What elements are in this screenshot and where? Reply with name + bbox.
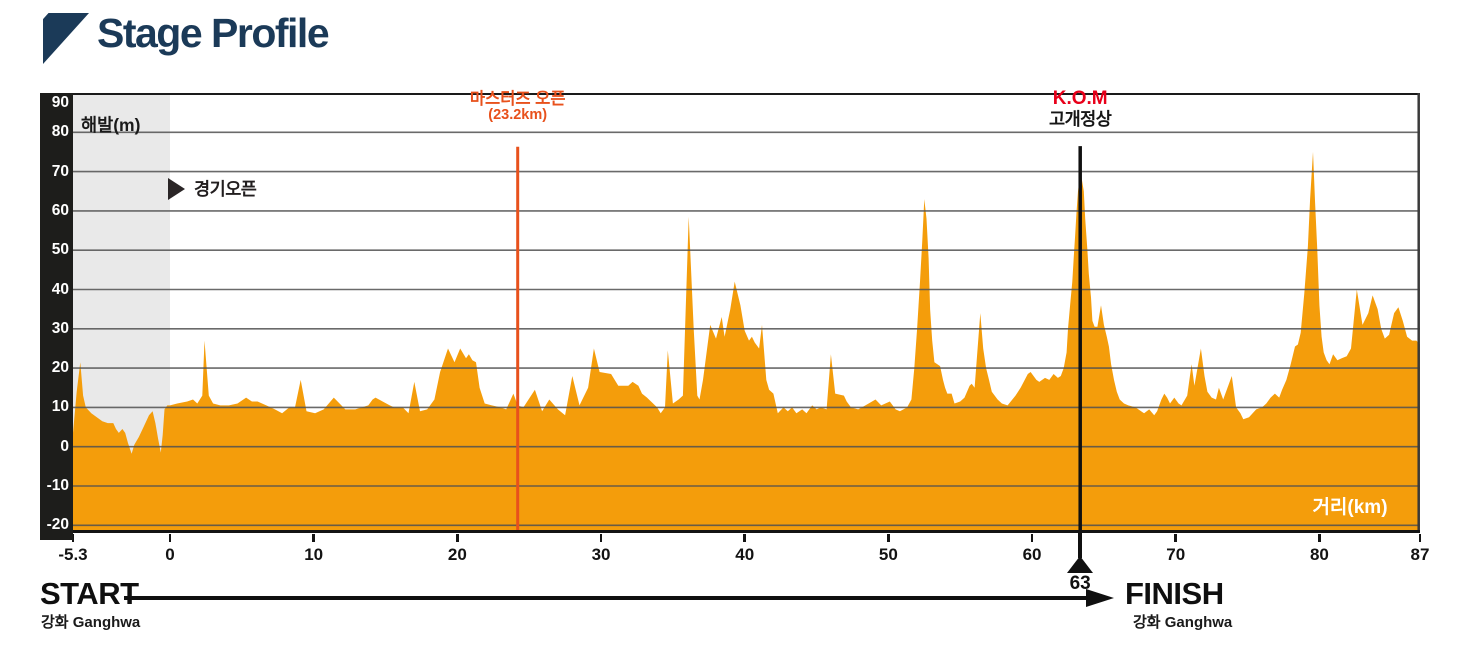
x-tick-mark [887, 534, 890, 542]
flag-icon [43, 13, 89, 64]
x-tick-label: 60 [1022, 545, 1042, 564]
y-tick-label: 10 [51, 398, 69, 416]
x-axis-title: 거리(km) [1312, 497, 1388, 518]
route-arrow-line [124, 596, 1086, 600]
x-tick-label: 80 [1309, 545, 1329, 564]
kom-subtitle: 고개정상 [1048, 108, 1112, 129]
x-tick-label: 30 [591, 545, 611, 564]
x-tick-label: 50 [878, 545, 898, 564]
x-tick-mark [1418, 534, 1422, 542]
x-tick-label: 20 [447, 545, 467, 564]
page-title: Stage Profile [97, 10, 330, 56]
y-tick-label: 60 [51, 201, 69, 219]
y-axis-title: 해발(m) [81, 115, 141, 135]
elevation-area [73, 151, 1420, 533]
y-tick-label: 80 [51, 123, 69, 141]
x-tick-label: -5.3 [58, 545, 88, 564]
kom-title: K.O.M [1052, 88, 1108, 109]
start-location: 강화 Ganghwa [41, 614, 141, 631]
finish-label: FINISH [1125, 576, 1224, 611]
x-tick-mark [456, 534, 459, 542]
elevation-profile-plot [73, 93, 1420, 533]
x-tick-mark [743, 534, 746, 542]
y-tick-label: -10 [46, 477, 69, 494]
y-tick-label: 40 [51, 280, 69, 298]
race-open-marker: 경기오픈 [168, 176, 257, 201]
x-tick-mark [1318, 534, 1321, 542]
masters-open-marker-label: 마스터즈 오픈 (23.2km) [469, 90, 566, 124]
route-arrow-head-icon [1086, 589, 1114, 607]
race-open-label: 경기오픈 [194, 179, 257, 199]
x-tick-label: 87 [1410, 545, 1430, 564]
y-axis-bar: 90 80 70 60 50 40 30 20 10 0 -10 -20 [40, 93, 73, 540]
masters-open-distance: (23.2km) [488, 107, 548, 124]
kom-triangle-icon [1067, 556, 1094, 573]
x-tick-mark [599, 534, 603, 542]
x-tick-mark [1174, 534, 1177, 542]
start-label: START [40, 576, 139, 611]
x-tick-mark [71, 534, 75, 542]
y-tick-label: 90 [51, 94, 69, 111]
masters-open-title: 마스터즈 오픈 [469, 90, 566, 108]
y-tick-label: -20 [46, 516, 69, 534]
y-tick-label: 50 [51, 241, 69, 259]
x-tick-label: 70 [1166, 545, 1186, 564]
title-block: Stage Profile [0, 0, 1463, 80]
x-tick-mark [1030, 534, 1034, 542]
x-tick-label: 0 [165, 545, 175, 564]
x-tick-label: 40 [735, 545, 755, 564]
kom-distance-label: 63 [1069, 573, 1091, 594]
race-open-triangle-icon [168, 177, 185, 200]
kom-marker-label: K.O.M 고개정상 [1048, 88, 1112, 129]
y-tick-label: 20 [51, 359, 69, 377]
y-tick-label: 70 [51, 162, 69, 180]
x-tick-label: 10 [304, 545, 324, 564]
x-tick-mark [312, 534, 315, 542]
kom-marker-stem [1078, 533, 1082, 558]
y-tick-label: 30 [51, 319, 69, 337]
finish-location: 강화 Ganghwa [1133, 614, 1233, 631]
x-tick-mark [168, 534, 172, 542]
y-tick-label: 0 [60, 437, 69, 455]
